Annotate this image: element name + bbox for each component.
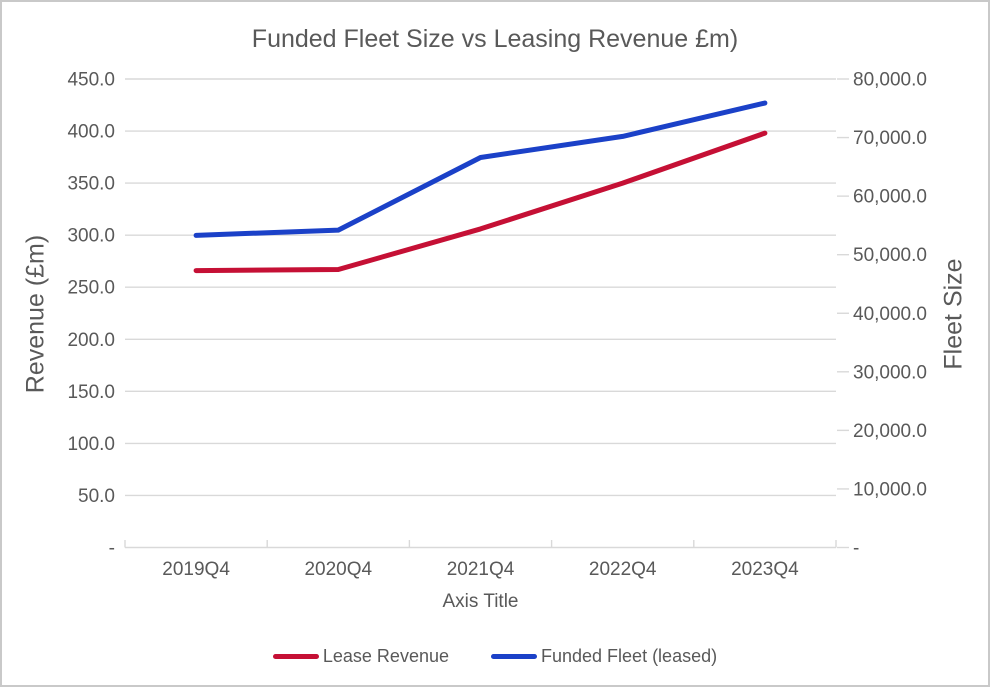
legend: Lease Revenue Funded Fleet (leased) (2, 646, 988, 667)
x-axis-tick-label: 2020Q4 (304, 559, 372, 580)
legend-item-lease-revenue[interactable]: Lease Revenue (272, 646, 449, 667)
left-axis-tick-label: 350.0 (67, 174, 115, 195)
x-axis-tick-label: 2021Q4 (447, 559, 515, 580)
right-axis-tick-label: 10,000.0 (853, 479, 927, 500)
left-axis-tick-label: 200.0 (67, 330, 115, 351)
x-axis-tick-label: 2023Q4 (731, 559, 799, 580)
right-axis-tick-label: 60,000.0 (853, 187, 927, 208)
chart-title: Funded Fleet Size vs Leasing Revenue £m) (251, 25, 739, 53)
left-axis-tick-label: - (109, 538, 115, 559)
right-axis-tick-label: - (853, 538, 859, 559)
right-axis-tick-label: 40,000.0 (853, 304, 927, 325)
right-axis-tick-label: 20,000.0 (853, 421, 927, 442)
left-axis-tick-label: 450.0 (67, 70, 115, 91)
right-axis-tick-label: 70,000.0 (853, 128, 927, 149)
right-axis-tick-label: 80,000.0 (853, 70, 927, 91)
x-axis-tick-label: 2019Q4 (162, 559, 230, 580)
funded-fleet-line-swatch (491, 654, 537, 659)
series-line-funded-fleet-leased (193, 100, 768, 238)
series-line-lease-revenue (193, 130, 768, 274)
left-axis-tick-label: 150.0 (67, 382, 115, 403)
x-axis-title: Axis Title (442, 591, 519, 612)
left-axis-tick-label: 400.0 (67, 122, 115, 143)
right-axis-tick-label: 30,000.0 (853, 362, 927, 383)
right-axis-tick-label: 50,000.0 (853, 245, 927, 266)
legend-item-funded-fleet[interactable]: Funded Fleet (leased) (491, 646, 717, 667)
left-axis-tick-label: 250.0 (67, 278, 115, 299)
left-axis-tick-label: 50.0 (78, 486, 115, 507)
legend-label-lease-revenue: Lease Revenue (322, 646, 449, 666)
legend-label-funded-fleet: Funded Fleet (leased) (541, 646, 718, 666)
left-axis-tick-label: 300.0 (67, 226, 115, 247)
lease-revenue-line-swatch (272, 654, 319, 659)
left-axis-tick-label: 100.0 (67, 434, 115, 455)
x-axis-tick-label: 2022Q4 (589, 559, 657, 580)
